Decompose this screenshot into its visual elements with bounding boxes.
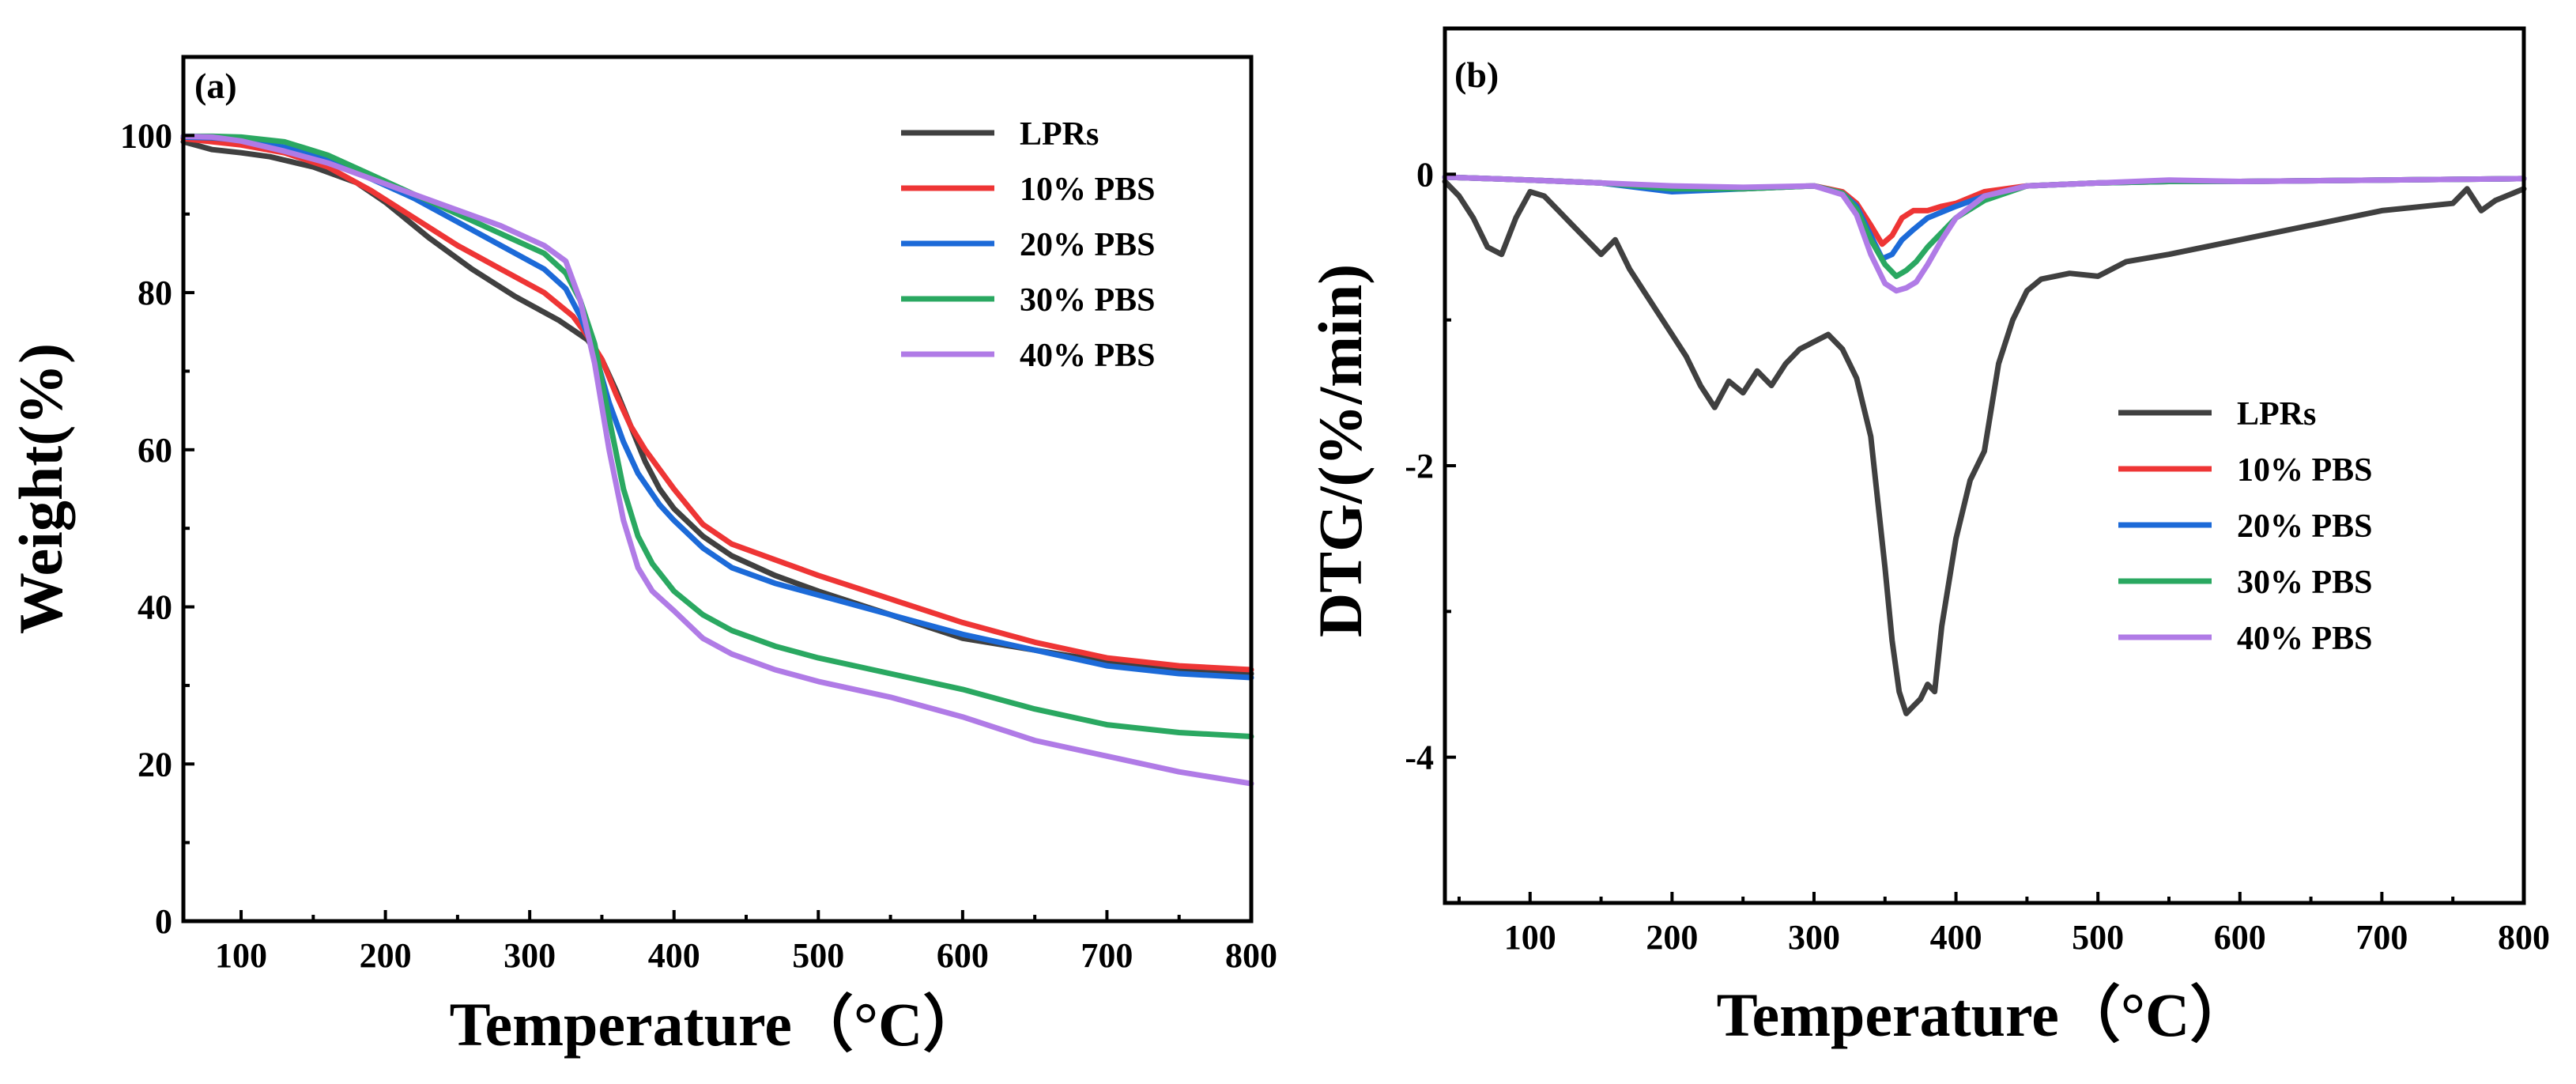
a-xtick-label-5: 600: [937, 936, 989, 975]
panel-a-series: [180, 133, 1254, 787]
b-ytick-label-0: 0: [1416, 155, 1434, 194]
b-series-line-0: [1442, 179, 2527, 716]
b-legend-label-0: LPRs: [2237, 396, 2316, 432]
panel-b-label: (b): [1454, 55, 1499, 95]
a-ytick-label-1: 20: [138, 745, 172, 784]
b-series-line-4: [1442, 174, 2527, 294]
panel-b-ylabel: DTG/(%/min): [1306, 264, 1375, 637]
panel-a-xlabel: Temperature（°C）: [450, 990, 985, 1059]
a-xtick-label-4: 500: [792, 936, 844, 975]
b-legend-label-3: 30% PBS: [2237, 565, 2373, 601]
b-legend-label-1: 10% PBS: [2237, 452, 2373, 489]
a-legend-label-0: LPRs: [1020, 116, 1099, 153]
a-xtick-label-6: 700: [1081, 936, 1133, 975]
a-xtick-label-2: 300: [504, 936, 556, 975]
a-ytick-label-3: 60: [138, 431, 172, 470]
a-ytick-label-4: 80: [138, 274, 172, 312]
panel-a-label: (a): [194, 66, 237, 106]
a-xtick-label-3: 400: [648, 936, 700, 975]
panel-a-ylabel: Weight(%): [6, 343, 75, 634]
a-xtick-label-0: 100: [215, 936, 267, 975]
b-xtick-label-4: 500: [2072, 918, 2124, 957]
panel-a-plot-frame: [181, 55, 1254, 923]
a-xtick-label-1: 200: [360, 936, 412, 975]
a-xtick-label-7: 800: [1225, 936, 1277, 975]
panel-a-legend: LPRs 10% PBS 20% PBS 30% PBS 40% PBS: [901, 116, 1156, 374]
panel-b-xlabel: Temperature（°C）: [1717, 980, 2252, 1049]
b-xtick-label-1: 200: [1646, 918, 1698, 957]
b-ytick-label-2: -4: [1405, 738, 1434, 777]
a-series-line-1: [180, 135, 1254, 673]
b-xtick-label-2: 300: [1788, 918, 1840, 957]
a-ytick-label-0: 0: [155, 902, 172, 941]
panel-b-dtg-chart: 100 200 300 400 500 600 700 800 0 -2 -4 (b) Temper…: [1306, 26, 2550, 1049]
b-legend-label-4: 40% PBS: [2237, 621, 2373, 657]
a-legend-label-2: 20% PBS: [1020, 227, 1156, 263]
b-xtick-label-7: 800: [2498, 918, 2550, 957]
b-ytick-label-1: -2: [1405, 447, 1434, 485]
panel-b-legend: LPRs 10% PBS 20% PBS 30% PBS 40% PBS: [2118, 396, 2373, 657]
b-xtick-label-5: 600: [2214, 918, 2266, 957]
a-legend-label-1: 10% PBS: [1020, 172, 1156, 208]
b-legend-label-2: 20% PBS: [2237, 508, 2373, 545]
a-ytick-label-2: 40: [138, 588, 172, 627]
b-xtick-label-3: 400: [1930, 918, 1982, 957]
b-xtick-label-0: 100: [1504, 918, 1556, 957]
a-series-line-3: [180, 133, 1254, 739]
a-ytick-label-5: 100: [120, 116, 172, 155]
a-legend-label-4: 40% PBS: [1020, 338, 1156, 374]
a-series-line-4: [180, 133, 1254, 787]
panel-b-series: [1442, 174, 2527, 716]
panel-a-ticks: 100 200 300 400 500 600 700 800 0 20 40 60 80 100: [120, 55, 1277, 975]
panel-b-ticks: 100 200 300 400 500 600 700 800 0 -2 -4: [1405, 27, 2550, 957]
panel-a-weight-chart: 100 200 300 400 500 600 700 800 0 20 40 60 80 100 (a)…: [6, 55, 1277, 1059]
a-legend-label-3: 30% PBS: [1020, 282, 1156, 319]
b-xtick-label-6: 700: [2355, 918, 2408, 957]
